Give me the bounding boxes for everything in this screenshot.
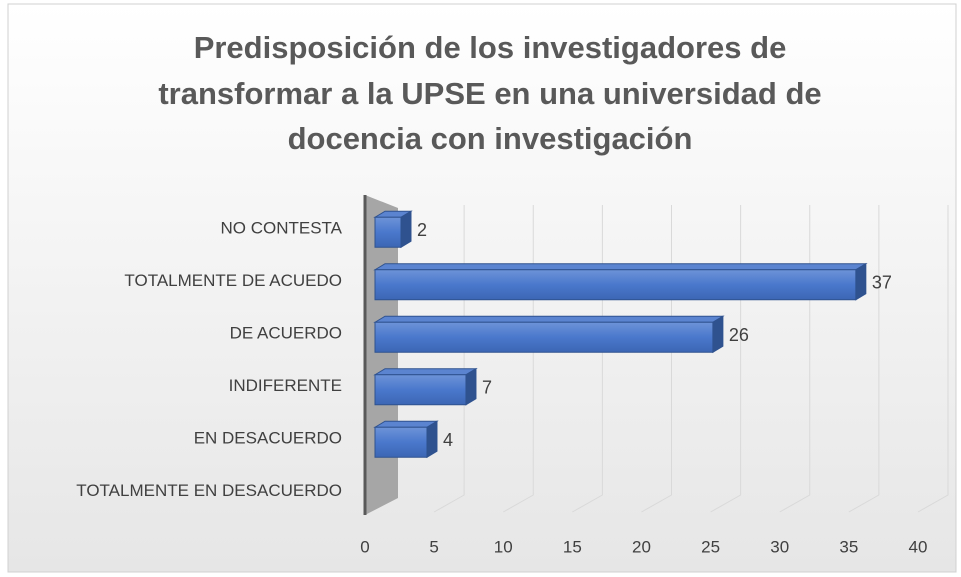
x-tick-label: 35 (839, 537, 858, 556)
y-tick-label: INDIFERENTE (229, 376, 342, 395)
chart-title: transformar a la UPSE en una universidad… (158, 76, 821, 111)
bar-top (373, 315, 725, 323)
bar-front (374, 269, 857, 301)
bar-front (374, 426, 428, 458)
x-tick-label: 20 (632, 537, 651, 556)
bar (373, 262, 868, 301)
grid-line (710, 205, 742, 513)
data-label: 26 (729, 325, 749, 345)
chart-title: docencia con investigación (288, 121, 693, 156)
x-tick-label: 40 (909, 537, 928, 556)
x-tick-label: 15 (563, 537, 582, 556)
bar (373, 367, 478, 406)
grid-line (641, 205, 672, 513)
chart-title: Predisposición de los investigadores de (194, 30, 787, 65)
data-label: 7 (482, 378, 492, 398)
grid-line (917, 205, 949, 513)
x-tick-label: 30 (770, 537, 789, 556)
bar-end (426, 420, 438, 459)
grid-line (572, 205, 603, 513)
data-label: 37 (872, 273, 892, 293)
bar-top (373, 368, 478, 376)
grid-line (848, 205, 880, 513)
bar (373, 315, 725, 354)
data-label: 4 (443, 430, 453, 450)
bar-front (374, 321, 714, 353)
data-label: 2 (417, 220, 427, 240)
grid-line (503, 205, 534, 513)
bar-top (373, 263, 868, 271)
x-tick-label: 25 (701, 537, 720, 556)
bar (373, 420, 439, 459)
grid-line (433, 205, 465, 513)
bar-front (374, 374, 467, 406)
x-tick-label: 0 (360, 537, 369, 556)
bar (373, 210, 413, 249)
y-tick-label: EN DESACUERDO (194, 429, 342, 448)
y-tick-label: DE ACUERDO (230, 324, 342, 343)
bar-end (400, 210, 412, 249)
y-tick-label: NO CONTESTA (220, 219, 342, 238)
bar-front (374, 216, 402, 248)
y-tick-label: TOTALMENTE EN DESACUERDO (76, 481, 342, 500)
x-tick-label: 5 (429, 537, 438, 556)
grid-line (779, 205, 811, 513)
bar-end (855, 262, 867, 301)
x-tick-label: 10 (494, 537, 513, 556)
y-tick-label: TOTALMENTE DE ACUEDO (124, 271, 342, 290)
bar-end (465, 367, 477, 406)
bar-end (712, 315, 724, 354)
